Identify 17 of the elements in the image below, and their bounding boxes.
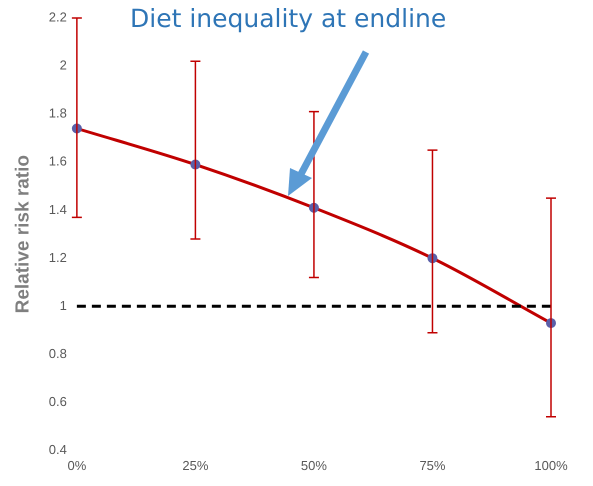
y-tick-label: 2 <box>60 58 67 73</box>
y-tick-label: 1.4 <box>48 202 67 217</box>
x-tick-label: 50% <box>300 458 328 473</box>
x-tick-label: 0% <box>67 458 87 473</box>
y-tick-label: 2.2 <box>48 10 67 25</box>
chart-title: Diet inequality at endline <box>130 4 446 33</box>
y-tick-label: 1.2 <box>48 250 67 265</box>
y-tick-label: 0.8 <box>48 346 67 361</box>
y-tick-label: 1 <box>60 298 67 313</box>
x-tick-label: 100% <box>534 458 568 473</box>
y-tick-label: 1.6 <box>48 154 67 169</box>
y-tick-label: 0.4 <box>48 442 67 457</box>
x-tick-label: 75% <box>419 458 446 473</box>
y-axis-title: Relative risk ratio <box>12 154 34 314</box>
y-tick-label: 0.6 <box>48 394 67 409</box>
y-tick-label: 1.8 <box>48 106 67 121</box>
x-tick-label: 25% <box>182 458 209 473</box>
